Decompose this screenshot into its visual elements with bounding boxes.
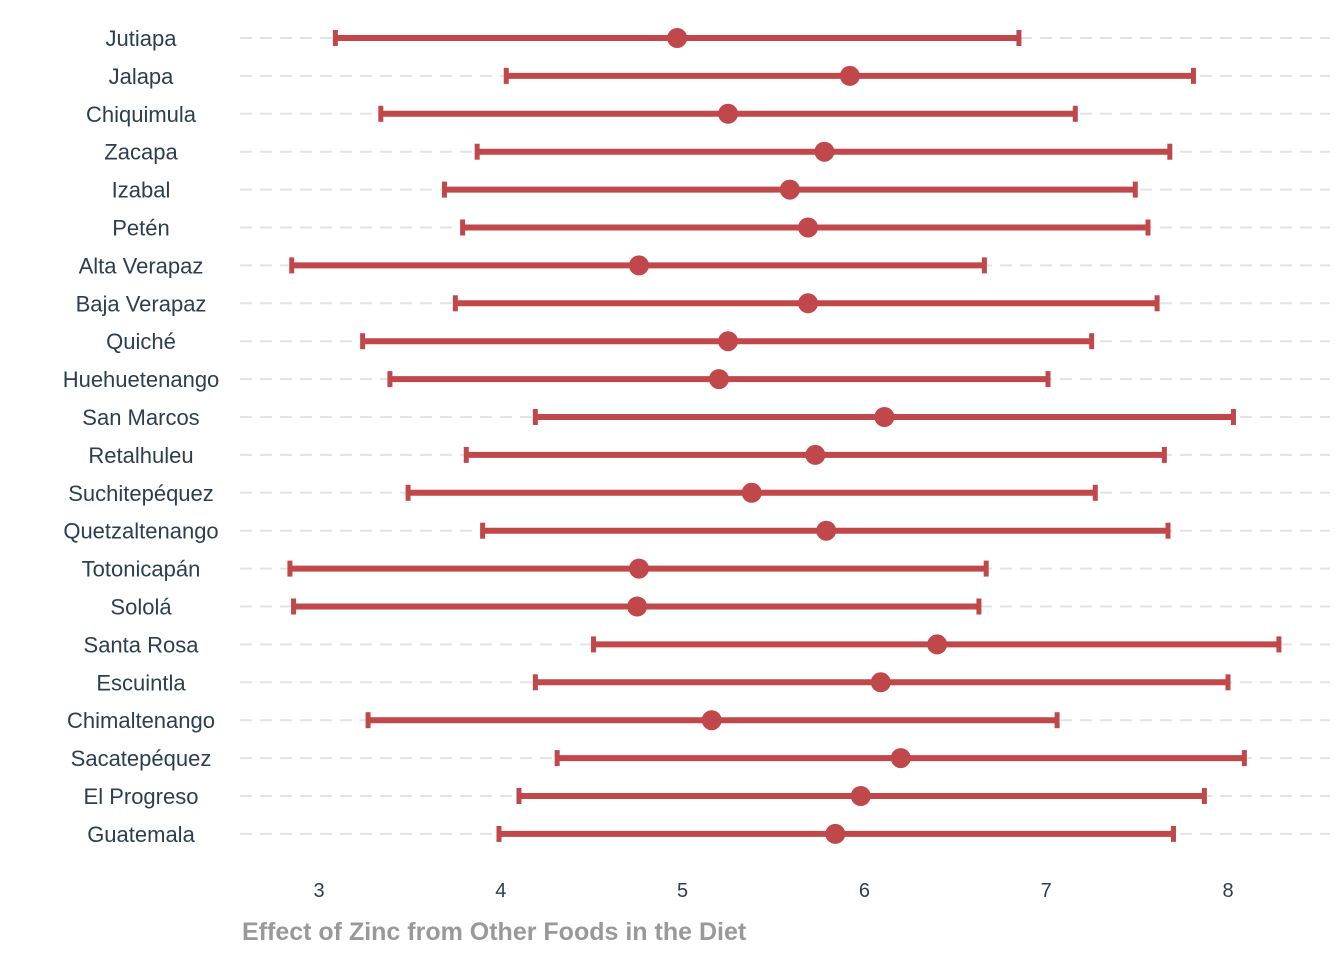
category-label: Suchitepéquez (68, 481, 214, 506)
category-labels: Jutiapa Jalapa Chiquimula Zacapa Izabal Petén… (63, 26, 220, 847)
category-label: Alta Verapaz (79, 253, 204, 278)
estimate-point (628, 255, 649, 276)
category-label: Quiché (106, 329, 176, 354)
x-axis-title: Effect of Zinc from Other Foods in the D… (242, 918, 747, 946)
gridlines (240, 37, 1330, 835)
x-axis-ticks: 3 4 5 6 7 8 (313, 880, 1233, 902)
category-label: Baja Verapaz (76, 291, 207, 316)
estimate-point (890, 748, 911, 769)
estimate-point (718, 331, 739, 352)
category-label: Sacatepéquez (71, 746, 212, 771)
estimate-point (798, 293, 819, 314)
category-label: Santa Rosa (84, 632, 200, 657)
category-label: Jalapa (109, 64, 175, 89)
category-label: Chiquimula (86, 102, 197, 127)
x-tick-label: 8 (1222, 880, 1233, 902)
estimate-point (718, 103, 739, 124)
x-tick-label: 5 (677, 880, 688, 902)
x-tick-label: 7 (1041, 880, 1052, 902)
category-label: Izabal (112, 178, 171, 203)
estimate-point (850, 786, 871, 806)
x-tick-label: 6 (859, 880, 870, 902)
estimate-point (927, 634, 948, 655)
category-label: Sololá (110, 595, 172, 620)
category-label: Guatemala (87, 822, 195, 847)
estimate-point (816, 520, 837, 541)
estimate-point (667, 28, 688, 48)
estimate-point (825, 823, 846, 844)
category-label: Petén (112, 216, 170, 241)
estimate-point (741, 482, 762, 503)
x-tick-label: 4 (495, 880, 506, 902)
estimate-point (708, 369, 729, 390)
category-label: El Progreso (84, 784, 199, 809)
estimate-point (779, 179, 800, 200)
estimate-point (805, 444, 826, 465)
category-label: Zacapa (104, 140, 178, 165)
estimate-point (628, 558, 649, 579)
category-label: Escuintla (96, 670, 186, 695)
category-label: Retalhuleu (88, 443, 193, 468)
estimate-point (874, 407, 895, 427)
estimate-point (627, 596, 648, 617)
category-label: Chimaltenango (67, 708, 215, 733)
estimate-point (870, 672, 891, 693)
estimate-point (839, 65, 860, 86)
x-tick-label: 3 (313, 880, 324, 902)
category-label: Totonicapán (82, 557, 201, 582)
estimate-point (814, 141, 835, 162)
category-label: San Marcos (82, 405, 199, 430)
error-bars (287, 30, 1282, 842)
estimate-point (798, 217, 819, 238)
category-label: Jutiapa (106, 26, 178, 51)
estimate-point (701, 710, 722, 731)
category-label: Huehuetenango (63, 367, 220, 392)
category-label: Quetzaltenango (63, 519, 218, 544)
estimate-points (627, 28, 948, 844)
